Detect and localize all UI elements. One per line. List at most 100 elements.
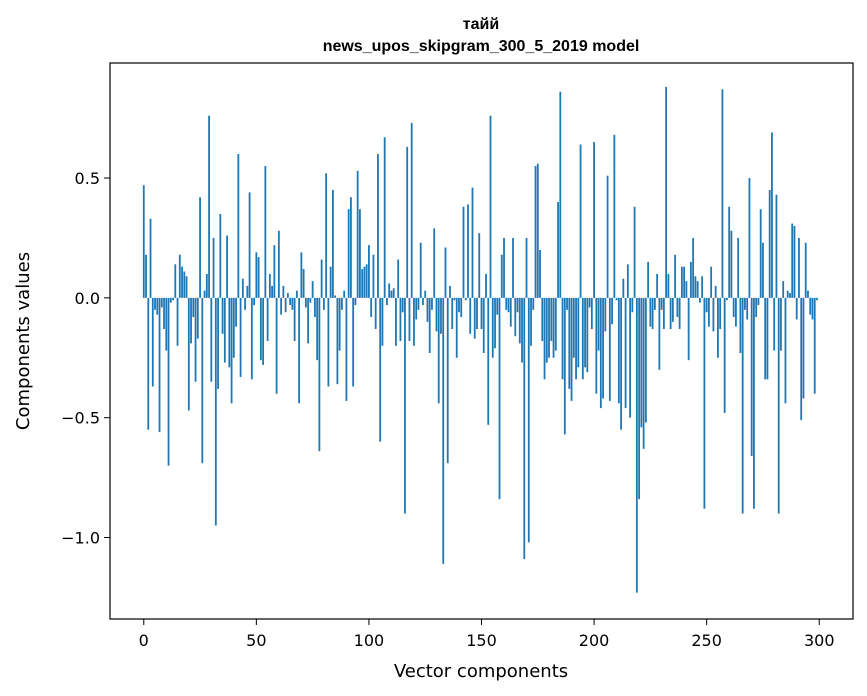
x-tick-label: 250	[691, 631, 722, 650]
bar	[658, 297, 661, 370]
bar	[392, 288, 395, 298]
bar	[158, 297, 161, 433]
bar	[687, 297, 690, 361]
bar	[374, 297, 377, 330]
bar	[559, 91, 562, 298]
bar	[275, 297, 278, 394]
bar	[712, 297, 715, 332]
bar	[341, 297, 343, 310]
bar	[277, 230, 280, 298]
bar	[199, 197, 201, 298]
bar	[442, 297, 445, 564]
bar	[462, 206, 465, 298]
bar	[255, 252, 258, 298]
bar	[388, 283, 391, 298]
bar	[811, 297, 814, 320]
bar	[282, 285, 285, 298]
bar	[356, 170, 359, 298]
bar	[586, 297, 589, 373]
bar	[791, 223, 794, 298]
bar	[635, 297, 638, 593]
bar	[795, 297, 798, 320]
bar	[739, 297, 742, 353]
bar	[181, 266, 183, 298]
bar	[444, 247, 447, 298]
bar	[631, 297, 634, 313]
bar	[735, 297, 737, 327]
bar	[703, 297, 706, 509]
bar	[498, 297, 501, 500]
bar	[525, 237, 528, 298]
bar	[480, 297, 483, 330]
bar	[370, 297, 373, 318]
y-tick-label: 0.5	[75, 169, 100, 188]
x-tick-label: 50	[246, 631, 266, 650]
bar	[762, 242, 764, 298]
bar	[268, 273, 271, 298]
bar	[458, 297, 460, 313]
bar	[669, 297, 672, 330]
bar	[647, 261, 650, 298]
bar	[316, 297, 319, 361]
bar	[622, 278, 625, 298]
bar	[311, 281, 314, 298]
bar	[253, 297, 255, 306]
bar	[807, 290, 809, 298]
bar	[280, 297, 283, 315]
bar	[613, 134, 616, 298]
bar	[692, 237, 695, 298]
bar	[536, 163, 539, 298]
bar	[372, 254, 375, 298]
bar	[478, 233, 481, 298]
bar	[413, 297, 415, 346]
bar	[534, 166, 537, 298]
bar	[205, 273, 208, 298]
bar	[467, 204, 469, 298]
bar	[309, 297, 312, 303]
bar	[165, 297, 168, 351]
bar	[273, 245, 276, 298]
bar	[401, 297, 404, 313]
bar	[606, 175, 609, 298]
bar	[298, 297, 301, 404]
bar	[568, 297, 571, 389]
bar	[714, 285, 717, 298]
bar	[737, 237, 740, 298]
bar	[671, 297, 674, 322]
bar	[755, 297, 758, 318]
bar	[566, 297, 568, 310]
bar	[595, 297, 598, 394]
bar	[800, 297, 803, 421]
bar	[239, 297, 242, 377]
bar	[741, 297, 744, 514]
x-tick-label: 300	[804, 631, 835, 650]
bar	[293, 297, 296, 341]
bar	[644, 297, 647, 423]
bar	[455, 297, 458, 358]
bar	[561, 297, 564, 380]
y-tick-label: −1.0	[61, 529, 100, 548]
bar	[577, 297, 580, 368]
bar	[633, 206, 636, 298]
bar	[496, 297, 499, 315]
bar	[232, 297, 235, 358]
bar	[816, 297, 818, 301]
bar	[665, 86, 668, 298]
bar	[518, 297, 521, 344]
bar	[557, 202, 559, 298]
bar	[563, 297, 566, 435]
bar	[363, 266, 366, 298]
bar	[187, 297, 190, 411]
bar	[354, 297, 357, 306]
bar	[214, 297, 217, 526]
bar	[226, 235, 228, 298]
bar	[163, 297, 165, 330]
bar	[410, 122, 413, 298]
bar	[149, 218, 152, 298]
bar	[676, 297, 679, 318]
x-tick-label: 150	[466, 631, 497, 650]
x-tick-label: 100	[354, 631, 385, 650]
bar	[608, 297, 611, 401]
bar	[246, 285, 249, 298]
bar	[554, 297, 557, 351]
